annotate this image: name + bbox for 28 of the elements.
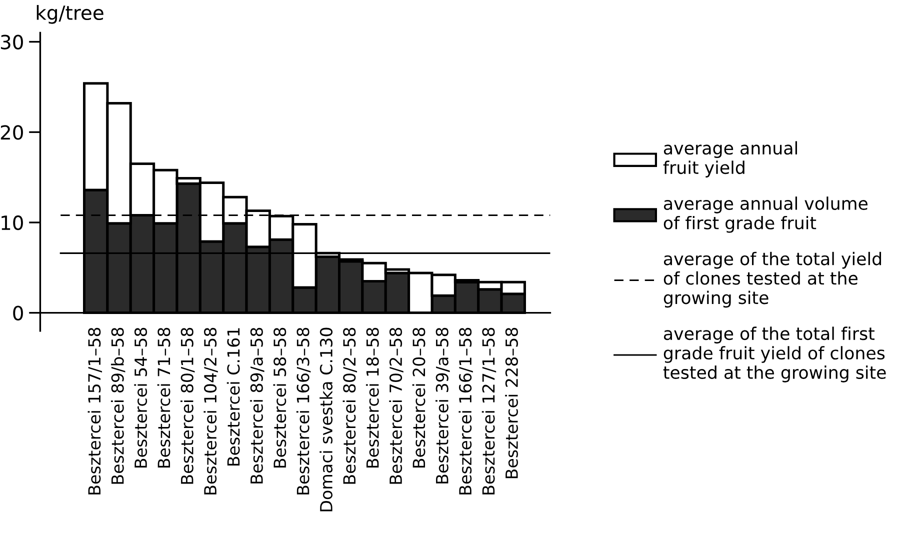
x-tick-label: Besztercei 166/1–58 (458, 328, 473, 494)
x-tick-label: Besztercei 80/2–58 (342, 328, 358, 484)
x-tick-label: Besztercei 80/1–58 (180, 328, 195, 484)
y-tick-label: 30 (0, 34, 23, 50)
x-tick-label: Besztercei 127/1–58 (482, 328, 496, 494)
legend-label: average of the total yield of clones tested at the growing site (664, 252, 882, 308)
x-tick-label: Besztercei 20–58 (412, 328, 426, 468)
x-tick-label: Besztercei 18–58 (366, 328, 379, 468)
x-tick-label: Besztercei 89/b–58 (110, 328, 126, 484)
y-axis-title: kg/tree (36, 5, 104, 24)
x-tick-label: Besztercei 157/1–58 (88, 328, 102, 494)
x-tick-label: Besztercei 89/a–58 (250, 328, 264, 484)
x-tick-label: Besztercei C.161 (226, 328, 240, 466)
x-tick-label: Besztercei 166/3–58 (296, 328, 311, 494)
x-tick-label: Besztercei 54–58 (134, 328, 148, 468)
x-tick-label: Besztercei 39/a–58 (436, 328, 450, 484)
x-tick-label: Besztercei 104/2–58 (204, 328, 218, 494)
x-tick-label: Besztercei 70/2–58 (389, 328, 404, 484)
x-tick-label: Domaci svestka C.130 (320, 328, 333, 512)
x-tick-label: Besztercei 71–58 (157, 328, 170, 468)
legend-label: average annual fruit yield (663, 141, 797, 178)
x-tick-label: Besztercei 228–58 (505, 328, 518, 478)
y-tick-label: 0 (13, 306, 23, 320)
legend-label: average of the total first grade fruit yield of clones tested at the growing site (663, 326, 886, 382)
y-tick-label: 10 (2, 215, 23, 230)
legend-label: average annual volume of first grade fruit (664, 196, 868, 233)
x-tick-label: Besztercei 58–58 (273, 328, 286, 468)
y-tick-label: 20 (0, 125, 23, 140)
